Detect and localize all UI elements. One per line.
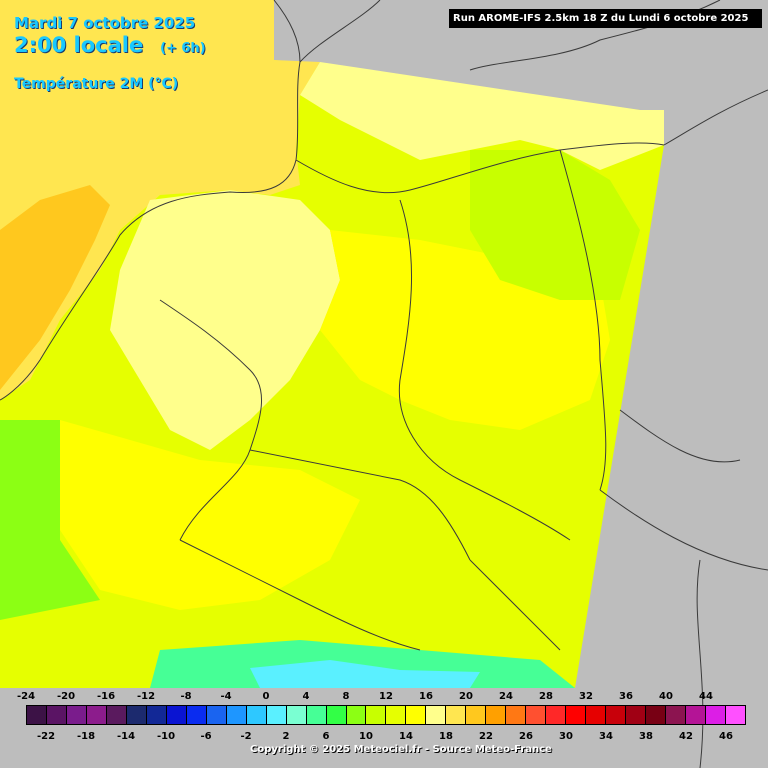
legend-bottom-label: 6 xyxy=(322,731,330,742)
legend-bottom-label: -10 xyxy=(156,731,176,742)
legend-bottom-label: 14 xyxy=(399,731,413,742)
legend-top-label: -8 xyxy=(180,691,192,702)
legend-bottom-label: 2 xyxy=(282,731,290,742)
legend-swatch xyxy=(546,706,567,724)
legend-top-label: -16 xyxy=(96,691,116,702)
legend-swatch xyxy=(725,706,745,724)
land-green-sw xyxy=(0,420,100,620)
legend-bottom-label: 26 xyxy=(519,731,533,742)
land-green-ne xyxy=(470,150,640,300)
legend-bottom-label: 22 xyxy=(479,731,493,742)
legend-top-label: 0 xyxy=(262,691,270,702)
legend-bottom-label: 42 xyxy=(679,731,693,742)
forecast-time: 2:00 locale xyxy=(14,33,144,57)
legend-swatch xyxy=(406,706,427,724)
north-sea xyxy=(0,0,320,400)
legend-swatch xyxy=(306,706,327,724)
legend-swatch xyxy=(685,706,706,724)
legend-bottom-label: -18 xyxy=(76,731,96,742)
legend-top-label: -4 xyxy=(220,691,232,702)
legend-swatch xyxy=(266,706,287,724)
legend-top-label: -24 xyxy=(16,691,36,702)
legend-top-label: -20 xyxy=(56,691,76,702)
legend-swatch xyxy=(386,706,407,724)
alps-peaks xyxy=(250,660,480,688)
legend-top-label: 36 xyxy=(619,691,633,702)
legend-bottom-label: 46 xyxy=(719,731,733,742)
legend-swatch xyxy=(606,706,627,724)
legend-swatch xyxy=(46,706,67,724)
legend-swatch xyxy=(526,706,547,724)
legend-swatch xyxy=(366,706,387,724)
run-info-bar: Run AROME-IFS 2.5km 18 Z du Lundi 6 octo… xyxy=(449,9,762,28)
legend-top-label: 28 xyxy=(539,691,553,702)
legend-top-label: -12 xyxy=(136,691,156,702)
legend-swatch xyxy=(705,706,726,724)
copyright-text: Copyright © 2025 Meteociel.fr - Source M… xyxy=(250,744,552,755)
legend-bottom-label: 34 xyxy=(599,731,613,742)
legend-swatch xyxy=(106,706,127,724)
land-pale-zone xyxy=(110,190,340,450)
color-legend xyxy=(26,705,746,725)
legend-swatch xyxy=(86,706,107,724)
legend-swatch xyxy=(206,706,227,724)
legend-swatch xyxy=(326,706,347,724)
legend-swatch xyxy=(27,706,47,724)
legend-swatch xyxy=(626,706,647,724)
legend-swatch xyxy=(186,706,207,724)
legend-bottom-label: 18 xyxy=(439,731,453,742)
legend-top-label: 12 xyxy=(379,691,393,702)
legend-swatch xyxy=(426,706,447,724)
legend-swatch xyxy=(286,706,307,724)
legend-swatch xyxy=(226,706,247,724)
legend-swatch xyxy=(646,706,666,724)
legend-swatch xyxy=(486,706,507,724)
legend-swatch xyxy=(246,706,267,724)
legend-swatch xyxy=(586,706,607,724)
legend-bottom-label: -22 xyxy=(36,731,56,742)
legend-bottom-label: 38 xyxy=(639,731,653,742)
variable-title: Température 2M (°C) xyxy=(14,76,179,92)
legend-top-label: 16 xyxy=(419,691,433,702)
legend-bottom-label: -14 xyxy=(116,731,136,742)
legend-top-label: 32 xyxy=(579,691,593,702)
legend-swatch xyxy=(446,706,467,724)
forecast-date: Mardi 7 octobre 2025 xyxy=(14,14,196,32)
legend-swatch xyxy=(506,706,527,724)
legend-bottom-label: -6 xyxy=(200,731,212,742)
legend-top-label: 4 xyxy=(302,691,310,702)
legend-swatch xyxy=(66,706,87,724)
land-yellow-south xyxy=(60,420,360,610)
legend-swatch xyxy=(346,706,367,724)
legend-swatch xyxy=(466,706,487,724)
legend-top-label: 20 xyxy=(459,691,473,702)
legend-swatch xyxy=(166,706,187,724)
legend-bottom-label: 30 xyxy=(559,731,573,742)
legend-swatch xyxy=(146,706,167,724)
legend-top-label: 24 xyxy=(499,691,513,702)
north-sea-warm xyxy=(0,185,110,390)
forecast-lead-time: (+ 6h) xyxy=(160,41,206,56)
legend-top-label: 44 xyxy=(699,691,713,702)
legend-swatch xyxy=(126,706,147,724)
legend-bottom-label: 10 xyxy=(359,731,373,742)
legend-top-label: 8 xyxy=(342,691,350,702)
legend-top-label: 40 xyxy=(659,691,673,702)
legend-bottom-label: -2 xyxy=(240,731,252,742)
legend-swatch xyxy=(566,706,587,724)
legend-swatch xyxy=(666,706,686,724)
baltic-sea xyxy=(300,62,664,170)
